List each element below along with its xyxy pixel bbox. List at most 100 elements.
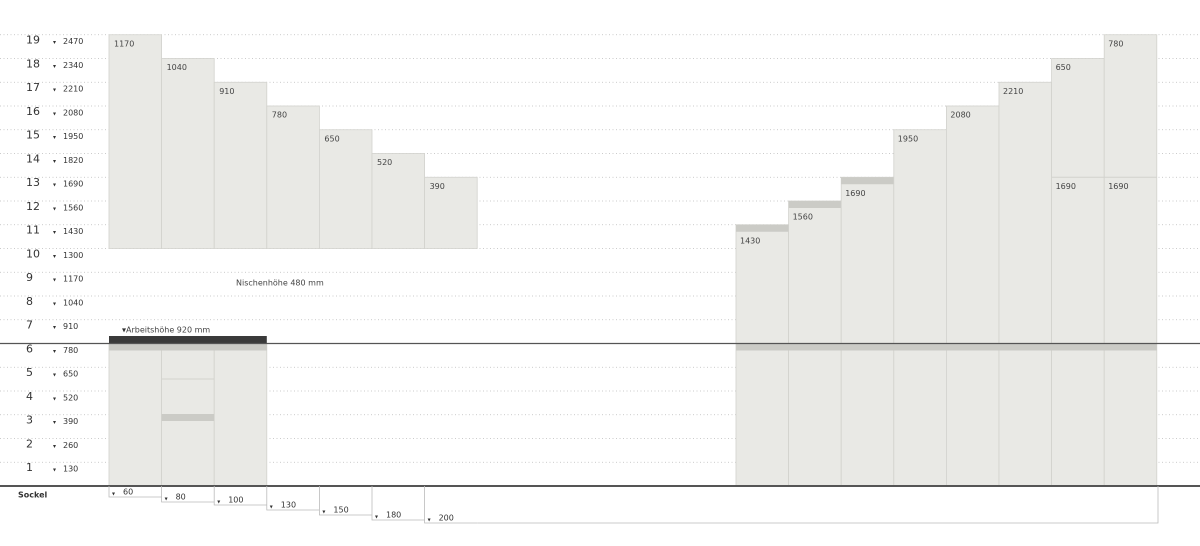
sockel-step: [477, 486, 1159, 524]
sockel-step: [108, 486, 162, 498]
sockel-step: [371, 486, 425, 521]
marker: ▾: [53, 277, 56, 284]
row-height: 910: [63, 322, 78, 331]
row-height: 390: [63, 417, 78, 426]
row-number: 8: [26, 295, 33, 308]
cabinet-label: 1040: [167, 63, 187, 72]
cabinet-label: 1170: [114, 39, 134, 48]
row-height: 1690: [63, 180, 83, 189]
row-number: 2: [26, 437, 33, 450]
marker: ▾: [53, 443, 56, 450]
marker: ▾: [53, 110, 56, 117]
tall-cabinet: [840, 176, 895, 487]
row-height: 650: [63, 370, 78, 379]
marker: ▾: [53, 324, 56, 331]
row-height: 1950: [63, 132, 83, 141]
row-number: 3: [26, 414, 33, 427]
upper-cabinet: [371, 153, 425, 249]
cabinet-label: 2080: [950, 111, 970, 120]
sockel-label: 100: [228, 496, 243, 505]
worktop-annotation: Arbeitshöhe 920 mm: [126, 326, 210, 335]
upper-cabinet: [318, 129, 373, 249]
marker: ▾: [53, 372, 56, 379]
cabinet-label: 1950: [898, 134, 918, 143]
band: [736, 343, 1157, 351]
row-height: 2210: [63, 85, 83, 94]
row-height: 2340: [63, 61, 83, 70]
marker: ▾: [53, 63, 56, 70]
row-number: 1: [26, 461, 33, 474]
row-number: 19: [26, 34, 40, 47]
marker: ▾: [53, 395, 56, 402]
row-number: 12: [26, 200, 40, 213]
tall-cabinet: [1051, 58, 1105, 487]
marker: ▾: [112, 491, 115, 498]
band: [109, 343, 267, 351]
niche-annotation: Nischenhöhe 480 mm: [236, 279, 324, 288]
row-height: 1560: [63, 203, 83, 212]
marker: ▾: [53, 419, 56, 426]
cabinet-label: 780: [1108, 39, 1123, 48]
row-height: 1820: [63, 156, 83, 165]
marker: ▾: [53, 39, 56, 46]
row-height: 2080: [63, 108, 83, 117]
upper-cabinet: [213, 81, 268, 249]
sockel-title: Sockel: [18, 491, 48, 500]
marker: ▾: [428, 517, 431, 524]
row-height: 1170: [63, 275, 83, 284]
base-cabinet: [108, 343, 162, 487]
cabinet-label: 1690: [1108, 182, 1128, 191]
marker: ▾: [53, 229, 56, 236]
marker: ▾: [217, 499, 220, 506]
row-number: 14: [26, 152, 40, 165]
row-number: 16: [26, 105, 40, 118]
tall-cabinet: [1103, 34, 1158, 487]
upper-cabinet: [424, 176, 478, 249]
marker: ▾: [53, 467, 56, 474]
cabinet-label: 1560: [793, 213, 813, 222]
sockel-step: [424, 486, 478, 524]
cabinet-label: 910: [219, 87, 234, 96]
row-height: 260: [63, 441, 78, 450]
row-height: 1040: [63, 298, 83, 307]
row-number: 5: [26, 366, 33, 379]
marker: ▾: [165, 496, 168, 503]
row-number: 18: [26, 57, 40, 70]
cabinet-label: 1690: [1056, 182, 1076, 191]
sockel-label: 180: [386, 511, 401, 520]
marker: ▾: [53, 205, 56, 212]
marker: ▾: [53, 348, 56, 355]
sockel-step: [161, 486, 215, 503]
row-height: 520: [63, 393, 78, 402]
cabinet-label: 1430: [740, 236, 760, 245]
row-number: 4: [26, 390, 33, 403]
upper-cabinet: [161, 58, 215, 249]
tall-cabinet: [946, 105, 1000, 487]
tall-cabinet: [735, 224, 789, 487]
marker: ▾: [375, 514, 378, 521]
base-cabinet: [213, 343, 268, 487]
row-height: 2470: [63, 37, 83, 46]
row-number: 10: [26, 247, 40, 260]
tall-cabinet: [893, 129, 947, 487]
band: [161, 414, 215, 421]
cabinet-label: 780: [272, 111, 287, 120]
row-number: 15: [26, 129, 40, 142]
cabinet-label: 520: [377, 158, 392, 167]
worktop: [109, 336, 267, 343]
row-number: 11: [26, 224, 40, 237]
cabinet-label: 2210: [1003, 87, 1023, 96]
marker: ▾: [122, 326, 126, 335]
marker: ▾: [53, 158, 56, 165]
row-height: 1430: [63, 227, 83, 236]
row-number: 13: [26, 176, 40, 189]
sockel-label: 80: [176, 493, 186, 502]
sockel-label: 130: [281, 501, 296, 510]
marker: ▾: [53, 300, 56, 307]
sockel-step: [266, 486, 320, 511]
band: [841, 177, 894, 185]
row-height: 780: [63, 346, 78, 355]
upper-cabinet: [108, 34, 162, 249]
row-number: 17: [26, 81, 40, 94]
